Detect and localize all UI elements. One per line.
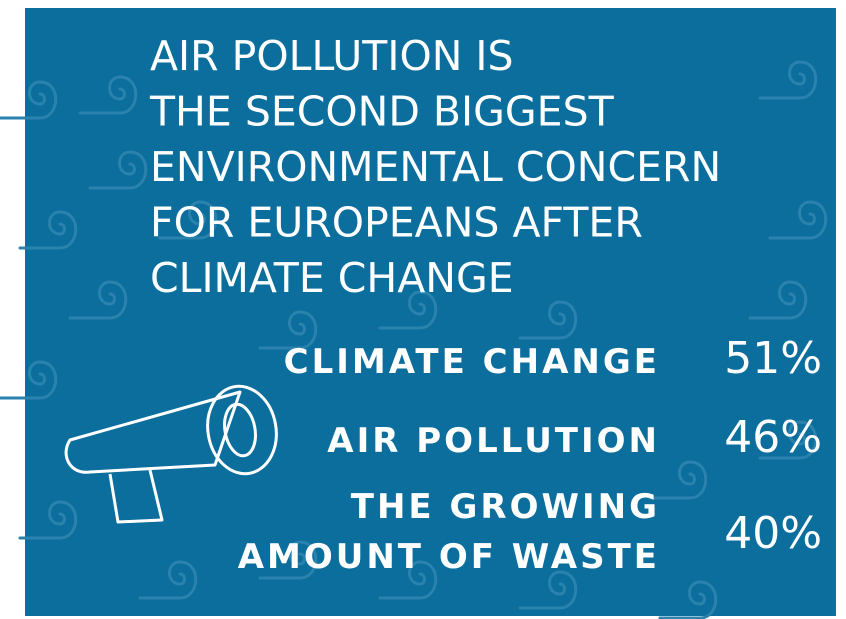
stat-label: AIR POLLUTION	[327, 421, 660, 461]
title-line: AIR POLLUTION IS	[150, 32, 514, 80]
stat-value: 40%	[724, 508, 822, 559]
stat-value: 46%	[724, 412, 822, 463]
title-line: THE SECOND BIGGEST	[149, 88, 615, 136]
stat-value: 51%	[724, 333, 822, 384]
infographic: AIR POLLUTION IS THE SECOND BIGGEST ENVIRO…	[0, 0, 846, 619]
title-line: CLIMATE CHANGE	[150, 254, 514, 302]
title-line: FOR EUROPEANS AFTER	[150, 199, 643, 247]
stat-label: AMOUNT OF WASTE	[238, 537, 660, 577]
stat-label: THE GROWING	[351, 487, 660, 527]
title-line: ENVIRONMENTAL CONCERN	[150, 143, 721, 191]
stat-label: CLIMATE CHANGE	[284, 342, 660, 382]
